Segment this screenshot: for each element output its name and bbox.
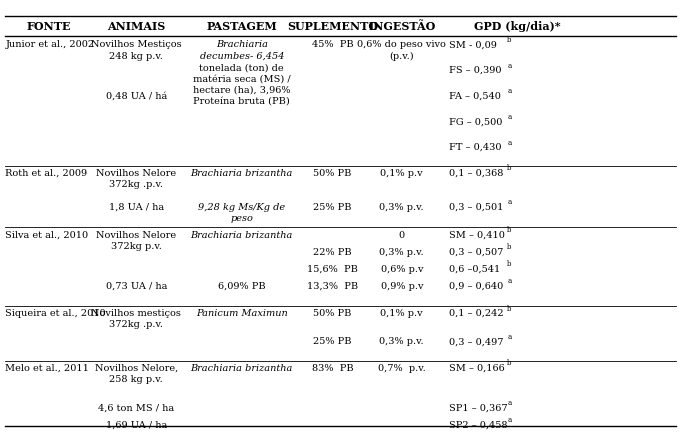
Text: SM – 0,410: SM – 0,410 [449, 230, 505, 239]
Text: 1,8 UA / ha: 1,8 UA / ha [109, 202, 163, 211]
Text: Brachiaria: Brachiaria [216, 40, 268, 49]
Text: 0,9 – 0,640: 0,9 – 0,640 [449, 281, 504, 290]
Text: a: a [507, 198, 511, 206]
Text: (p.v.): (p.v.) [390, 52, 414, 61]
Text: GPD (kg/dia)*: GPD (kg/dia)* [474, 21, 561, 33]
Text: 372kg .p.v.: 372kg .p.v. [109, 319, 163, 329]
Text: FT – 0,430: FT – 0,430 [449, 143, 502, 152]
Text: Brachiaria brizantha: Brachiaria brizantha [191, 168, 293, 178]
Text: SM - 0,09: SM - 0,09 [449, 40, 497, 49]
Text: a: a [507, 138, 511, 146]
Text: 83%  PB: 83% PB [311, 363, 353, 372]
Text: 0,3% p.v.: 0,3% p.v. [379, 336, 424, 345]
Text: 248 kg p.v.: 248 kg p.v. [109, 52, 163, 61]
Text: matéria seca (MS) /: matéria seca (MS) / [193, 74, 291, 83]
Text: 1,69 UA / ha: 1,69 UA / ha [106, 419, 167, 428]
Text: a: a [507, 415, 511, 423]
Text: Roth et al., 2009: Roth et al., 2009 [5, 168, 88, 178]
Text: Novilhos Nelore: Novilhos Nelore [96, 230, 176, 239]
Text: Junior et al., 2002: Junior et al., 2002 [5, 40, 95, 49]
Text: 15,6%  PB: 15,6% PB [307, 264, 358, 273]
Text: b: b [507, 226, 512, 234]
Text: Novilhos Nelore: Novilhos Nelore [96, 168, 176, 178]
Text: SP2 – 0,458: SP2 – 0,458 [449, 419, 508, 428]
Text: 0,3% p.v.: 0,3% p.v. [379, 202, 424, 211]
Text: 0,6% do peso vivo: 0,6% do peso vivo [358, 40, 446, 49]
Text: b: b [507, 260, 512, 268]
Text: Silva et al., 2010: Silva et al., 2010 [5, 230, 89, 239]
Text: 9,28 kg Ms/Kg de: 9,28 kg Ms/Kg de [198, 202, 285, 211]
Text: 0,1 – 0,242: 0,1 – 0,242 [449, 308, 504, 317]
Text: 45%  PB: 45% PB [311, 40, 353, 49]
Text: Proteína bruta (PB): Proteína bruta (PB) [193, 97, 290, 106]
Text: 0,48 UA / há: 0,48 UA / há [106, 91, 167, 100]
Text: Brachiaria brizantha: Brachiaria brizantha [191, 230, 293, 239]
Text: b: b [507, 358, 512, 367]
Text: 0: 0 [399, 230, 405, 239]
Text: 22% PB: 22% PB [313, 247, 351, 256]
Text: 258 kg p.v.: 258 kg p.v. [110, 374, 163, 383]
Text: 0,7%  p.v.: 0,7% p.v. [378, 363, 426, 372]
Text: FA – 0,540: FA – 0,540 [449, 92, 501, 101]
Text: 50% PB: 50% PB [313, 308, 351, 317]
Text: 0,73 UA / ha: 0,73 UA / ha [106, 281, 167, 290]
Text: 0,9% p.v: 0,9% p.v [381, 281, 423, 290]
Text: Panicum Maximun: Panicum Maximun [196, 308, 287, 317]
Text: tonelada (ton) de: tonelada (ton) de [200, 63, 284, 72]
Text: 372kg p.v.: 372kg p.v. [111, 241, 161, 250]
Text: Novilhos mestiços: Novilhos mestiços [91, 308, 181, 317]
Text: hectare (ha), 3,96%: hectare (ha), 3,96% [193, 85, 291, 95]
Text: Siqueira et al., 2010: Siqueira et al., 2010 [5, 308, 106, 317]
Text: ANIMAIS: ANIMAIS [107, 21, 165, 33]
Text: decumbes- 6,454: decumbes- 6,454 [200, 52, 284, 61]
Text: 13,3%  PB: 13,3% PB [306, 281, 358, 290]
Text: a: a [507, 113, 511, 121]
Text: SUPLEMENTO: SUPLEMENTO [287, 21, 378, 33]
Text: 0,3% p.v.: 0,3% p.v. [379, 247, 424, 256]
Text: INGESTÃO: INGESTÃO [368, 21, 435, 33]
Text: 50% PB: 50% PB [313, 168, 351, 178]
Text: 25% PB: 25% PB [313, 336, 351, 345]
Text: 0,3 – 0,497: 0,3 – 0,497 [449, 336, 504, 345]
Text: 4,6 ton MS / ha: 4,6 ton MS / ha [98, 402, 174, 411]
Text: 6,09% PB: 6,09% PB [218, 281, 266, 290]
Text: 0,1% p.v: 0,1% p.v [381, 168, 423, 178]
Text: Novilhos Mestiços: Novilhos Mestiços [91, 40, 182, 49]
Text: a: a [507, 87, 511, 95]
Text: Brachiaria brizantha: Brachiaria brizantha [191, 363, 293, 372]
Text: 25% PB: 25% PB [313, 202, 351, 211]
Text: FONTE: FONTE [27, 21, 72, 33]
Text: Melo et al., 2011: Melo et al., 2011 [5, 363, 89, 372]
Text: Novilhos Nelore,: Novilhos Nelore, [95, 363, 178, 372]
Text: b: b [507, 36, 512, 44]
Text: b: b [507, 164, 512, 172]
Text: peso: peso [230, 214, 253, 223]
Text: SM – 0,166: SM – 0,166 [449, 363, 505, 372]
Text: b: b [507, 304, 512, 312]
Text: 0,6% p.v: 0,6% p.v [381, 264, 423, 273]
Text: SP1 – 0,367: SP1 – 0,367 [449, 402, 508, 411]
Text: a: a [507, 62, 511, 69]
Text: 0,1% p.v: 0,1% p.v [381, 308, 423, 317]
Text: 0,3 – 0,501: 0,3 – 0,501 [449, 202, 504, 211]
Text: b: b [507, 243, 512, 251]
Text: PASTAGEM: PASTAGEM [206, 21, 277, 33]
Text: 0,6 –0,541: 0,6 –0,541 [449, 264, 501, 273]
Text: a: a [507, 398, 511, 406]
Text: 0,1 – 0,368: 0,1 – 0,368 [449, 168, 504, 178]
Text: a: a [507, 276, 511, 285]
Text: FS – 0,390: FS – 0,390 [449, 66, 502, 75]
Text: 372kg .p.v.: 372kg .p.v. [109, 180, 163, 189]
Text: 0,3 – 0,507: 0,3 – 0,507 [449, 247, 504, 256]
Text: FG – 0,500: FG – 0,500 [449, 117, 503, 126]
Text: a: a [507, 332, 511, 340]
